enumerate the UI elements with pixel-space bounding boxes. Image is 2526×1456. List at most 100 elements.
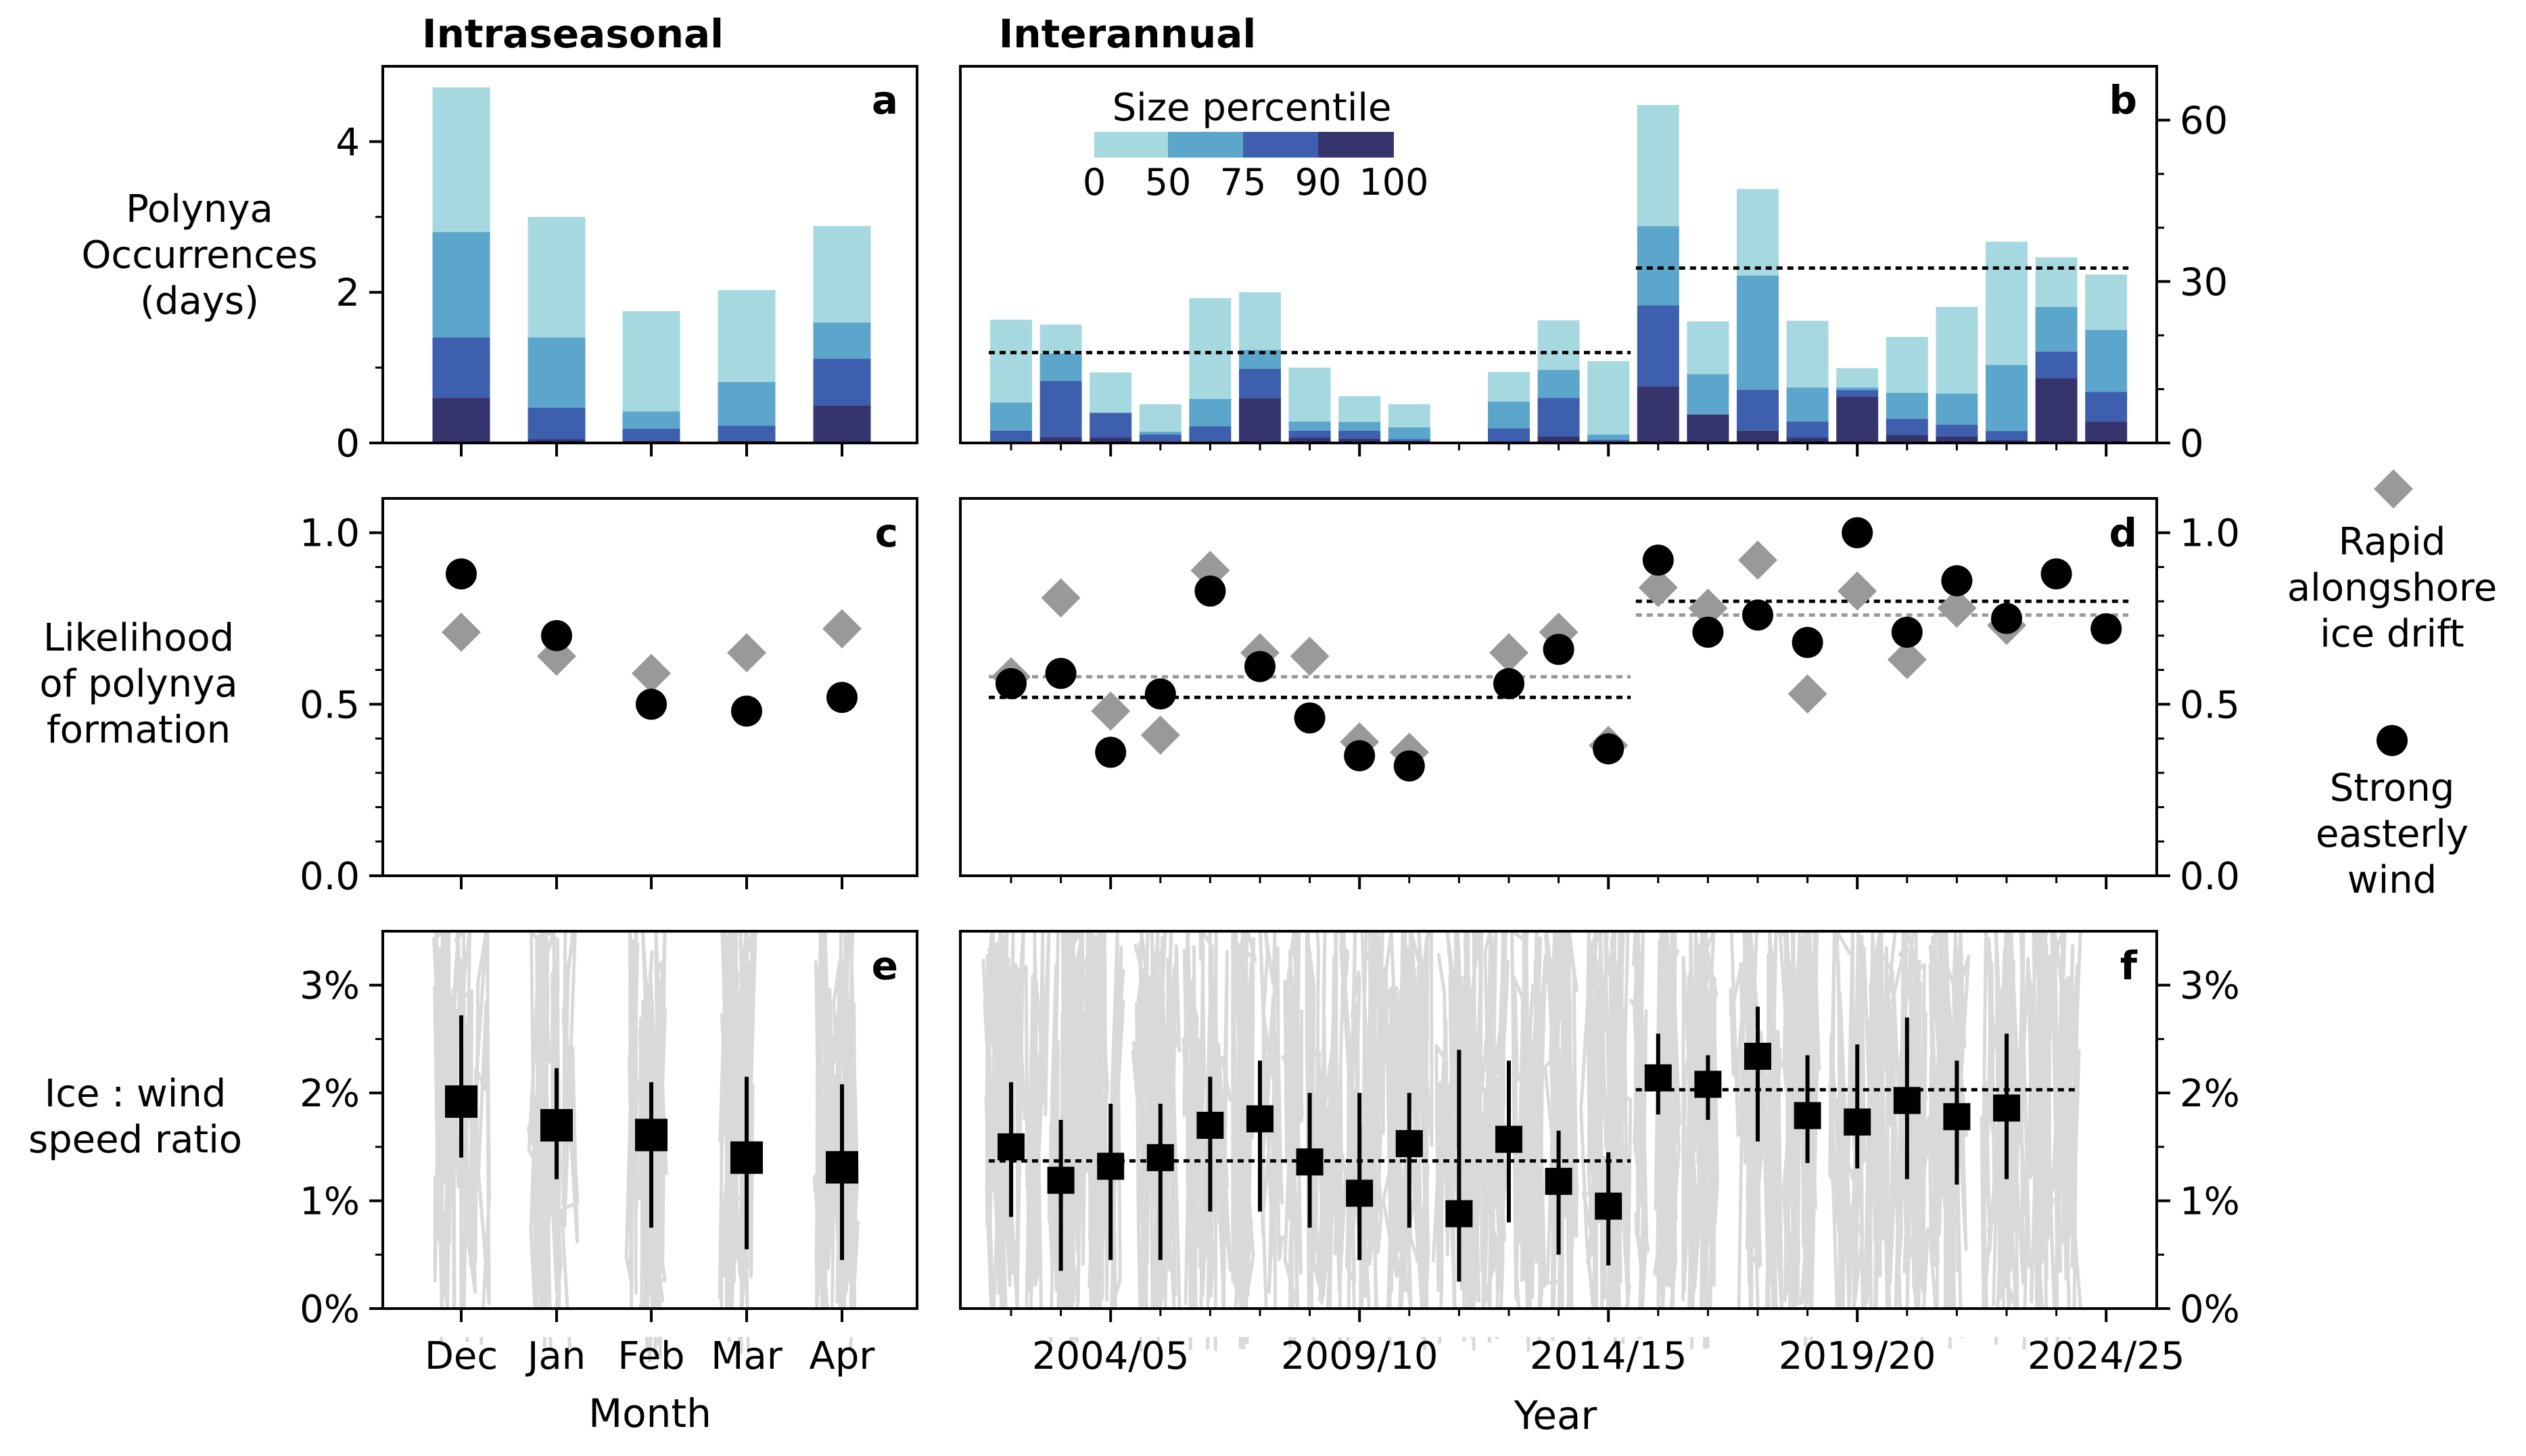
panel-d-wind-point-2003 <box>1045 657 1077 689</box>
panel-f-yaxis-tick-label: 0% <box>2180 1288 2240 1332</box>
panel-b-bar-2017-90-100 <box>1737 430 1779 443</box>
row-label-occurrence-line-3: (days) <box>140 279 259 323</box>
panel-b-bar-2024-90-100 <box>2085 421 2128 443</box>
panel-c-drift-point-Mar <box>727 633 766 673</box>
row-label-occurrence-line-1: Polynya <box>126 187 273 231</box>
panel-e-yaxis-tick-label: 2% <box>300 1072 360 1116</box>
panel-b-bar-2009-75-90 <box>1338 430 1381 439</box>
panel-b-bar-2003-50-75 <box>1039 353 1082 381</box>
panel-e-yaxis-tick-label: 0% <box>300 1288 360 1332</box>
panel-c-drift-point-Dec <box>442 612 481 652</box>
panel-b-bar-2005-75-90 <box>1139 434 1182 442</box>
panel-f-point-2014-median <box>1595 1192 1622 1220</box>
row-label-likelihood-line-1: Likelihood <box>43 616 234 660</box>
panel-a-bar-Jan-90-100 <box>528 439 586 443</box>
panel-d-drift-point-2008 <box>1290 636 1330 676</box>
panel-f-point-2021-median <box>1943 1103 1971 1131</box>
panel-d-drift-point-2003 <box>1041 578 1081 618</box>
panel-e-spread-Dec <box>432 929 491 1345</box>
panel-f-point-2002-median <box>998 1133 1025 1160</box>
header-interannual: Interannual <box>999 11 1257 57</box>
panel-b-bar-2008-75-90 <box>1288 430 1331 438</box>
year-tick-label-2009/10: 2009/10 <box>1281 1334 1439 1378</box>
panel-b-bar-2021-75-90 <box>1936 424 1978 437</box>
panel-b-bar-2007-0-50 <box>1239 292 1281 350</box>
year-tick-label-2004/05: 2004/05 <box>1032 1334 1190 1378</box>
panel-e-point-Jan-median <box>540 1108 573 1142</box>
panel-b-bar-2022-75-90 <box>1986 431 2028 441</box>
panel-e-clip <box>0 1310 947 1337</box>
panel-b-bar-2005-0-50 <box>1139 404 1182 432</box>
panel-d-drift-point-2018 <box>1787 674 1827 714</box>
panel-f-spread-2015 <box>1629 929 1681 1340</box>
panel-d-wind-point-2012 <box>1493 667 1524 699</box>
legend-drift-label-line-1: Rapid <box>2339 520 2446 564</box>
panel-c-yaxis-tick-label: 0.5 <box>300 683 360 727</box>
panel-d-wind-point-2005 <box>1144 678 1176 710</box>
panel-b-bar-2015-50-75 <box>1637 226 1679 306</box>
panel-f-clip <box>947 1310 2164 1337</box>
panel-f-point-2012-median <box>1495 1125 1522 1153</box>
size-legend-tick: 0 <box>1083 161 1106 204</box>
panel-f-point-2009-median <box>1346 1179 1374 1207</box>
panel-f-spread-2023 <box>2027 929 2082 1347</box>
panel-f-spread-2016 <box>1681 929 1719 1350</box>
panel-b-yaxis-tick-label: 0 <box>2180 422 2204 466</box>
panel-d-wind-point-2021 <box>1941 565 1973 596</box>
panel-d-wind-point-2006 <box>1194 575 1226 607</box>
panel-d-frame <box>959 497 2158 877</box>
panel-b-bar-2019-50-75 <box>1836 388 1879 391</box>
panel-d-wind-point-2008 <box>1294 702 1326 734</box>
panel-a-bar-Jan-0-50 <box>528 216 586 338</box>
panel-b-bar-2012-75-90 <box>1488 428 1530 443</box>
size-legend-tick: 50 <box>1145 161 1192 204</box>
panel-f-spread-2003 <box>1032 929 1085 1347</box>
panel-a-bar-Dec-50-75 <box>432 232 490 338</box>
panel-d-wind-point-2017 <box>1742 599 1773 631</box>
panel-b-yaxis-tick-label: 60 <box>2180 99 2228 143</box>
panel-f-point-2004-median <box>1097 1152 1125 1180</box>
panel-a-bar-Apr-0-50 <box>813 226 871 323</box>
row-label-likelihood-line-2: of polynya <box>39 662 237 706</box>
panel-b-bar-2015-90-100 <box>1637 386 1679 443</box>
panel-b-bar-2013-50-75 <box>1537 369 1580 398</box>
panel-b-bar-2017-75-90 <box>1737 390 1779 431</box>
month-tick-label-Dec: Dec <box>425 1334 498 1378</box>
panel-f-spread-2005 <box>1131 929 1182 1352</box>
panel-a-bar-Mar-75-90 <box>718 425 776 441</box>
panel-f-point-2011-median <box>1445 1200 1473 1227</box>
panel-d-drift-point-2005 <box>1140 715 1180 755</box>
panel-b-bar-2015-0-50 <box>1637 105 1679 227</box>
panel-f-clip-top <box>947 903 2164 930</box>
panel-c-wind-point-Dec <box>446 558 477 590</box>
panel-f-spread-2004 <box>1081 929 1125 1332</box>
panel-f-point-2007-median <box>1246 1105 1273 1133</box>
panel-b-bar-2009-50-75 <box>1338 421 1381 431</box>
panel-d-drift-point-2004 <box>1091 691 1131 731</box>
panel-f-spread-2014 <box>1579 929 1633 1348</box>
panel-f-point-2008-median <box>1296 1148 1324 1176</box>
panel-b-bar-2008-50-75 <box>1288 421 1331 431</box>
month-tick-label-Apr: Apr <box>810 1334 876 1378</box>
panel-b-bar-2002-50-75 <box>990 402 1032 431</box>
panel-d-wind-point-2007 <box>1244 651 1276 682</box>
row-label-likelihood-line-3: formation <box>47 708 231 752</box>
panel-b-bar-2008-90-100 <box>1288 438 1331 443</box>
panel-b-bar-2014-0-50 <box>1587 361 1630 435</box>
panel-b-letter: b <box>2109 77 2137 123</box>
panel-b-bar-2014-50-75 <box>1587 434 1630 440</box>
header-intraseasonal: Intraseasonal <box>422 11 724 57</box>
panel-b-bar-2012-50-75 <box>1488 401 1530 429</box>
panel-c-wind-point-Mar <box>731 695 762 727</box>
panel-b-bar-2021-50-75 <box>1936 393 1978 425</box>
panel-f-spread-2007 <box>1231 929 1285 1350</box>
panel-d-wind-point-2020 <box>1891 616 1923 648</box>
panel-b-bar-2022-0-50 <box>1986 241 2028 365</box>
year-tick-label-2014/15: 2014/15 <box>1530 1334 1687 1378</box>
legend-wind-marker <box>2377 725 2408 756</box>
panel-d-wind-point-2014 <box>1593 733 1624 765</box>
panel-b-bar-2006-50-75 <box>1189 398 1232 427</box>
year-tick-label-2019/20: 2019/20 <box>1779 1334 1936 1378</box>
panel-d-wind-point-2010 <box>1393 750 1425 782</box>
